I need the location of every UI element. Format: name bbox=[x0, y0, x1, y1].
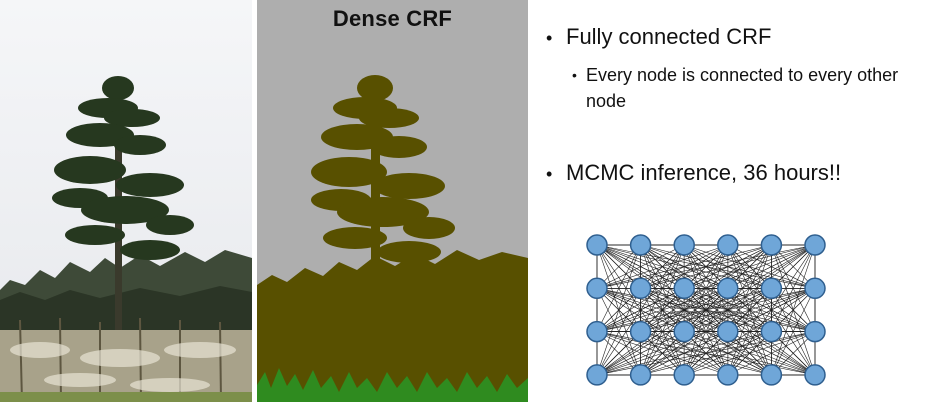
graph-node bbox=[673, 320, 695, 343]
graph-edge bbox=[596, 244, 728, 289]
graph-node bbox=[629, 277, 652, 300]
graph-node bbox=[586, 364, 608, 386]
graph-edge bbox=[640, 331, 816, 376]
graph-node bbox=[760, 364, 783, 386]
graph-node bbox=[760, 234, 783, 256]
graph-node bbox=[717, 320, 739, 343]
graph-edge bbox=[640, 288, 816, 332]
graph-edge bbox=[640, 244, 816, 289]
graph-node bbox=[760, 277, 783, 300]
bullet-dot: • bbox=[546, 164, 553, 184]
graph-node bbox=[804, 277, 826, 300]
graph-edge bbox=[596, 288, 728, 332]
fully-connected-graph bbox=[580, 230, 830, 390]
sub-bullet-text: Every node is connected to every other n… bbox=[586, 65, 899, 111]
graph-edge bbox=[596, 244, 685, 289]
segmentation-image bbox=[257, 0, 528, 402]
graph-node bbox=[760, 320, 783, 343]
bullet-dot: • bbox=[546, 28, 553, 48]
graph-node bbox=[673, 277, 695, 300]
graph-node bbox=[586, 234, 608, 256]
tree-photo bbox=[0, 0, 252, 402]
graph-edge bbox=[684, 288, 816, 332]
graph-node bbox=[717, 364, 739, 386]
graph-edge bbox=[596, 288, 685, 332]
graph-edges bbox=[596, 244, 816, 376]
graph-node bbox=[586, 320, 608, 343]
graph-edge bbox=[596, 331, 772, 376]
bullet-mcmc: • MCMC inference, 36 hours!! bbox=[546, 160, 841, 186]
graph-node bbox=[673, 364, 695, 386]
graph-node bbox=[717, 234, 739, 256]
graph-node bbox=[804, 320, 826, 343]
graph-edge bbox=[684, 331, 816, 376]
sub-bullet-every-node: • Every node is connected to every other … bbox=[572, 62, 906, 114]
sub-bullet-dot: • bbox=[572, 67, 577, 83]
graph-edge bbox=[596, 244, 772, 289]
graph-node bbox=[673, 234, 695, 256]
graph-edge bbox=[596, 331, 685, 376]
graph-node bbox=[804, 234, 826, 256]
graph-node bbox=[586, 277, 608, 300]
bullet-text: MCMC inference, 36 hours!! bbox=[566, 160, 842, 185]
graph-edge bbox=[596, 331, 728, 376]
graph-edge bbox=[727, 331, 816, 376]
graph-node bbox=[629, 364, 652, 386]
graph-edge bbox=[684, 244, 816, 289]
segmentation-title: Dense CRF bbox=[332, 6, 453, 31]
graph-node bbox=[717, 277, 739, 300]
graph-edge bbox=[596, 288, 772, 332]
graph-node bbox=[629, 320, 652, 343]
graph-node bbox=[804, 364, 826, 386]
bullet-text: Fully connected CRF bbox=[566, 24, 772, 49]
graph-node bbox=[629, 234, 652, 256]
bullet-fully-connected: • Fully connected CRF bbox=[546, 24, 771, 50]
